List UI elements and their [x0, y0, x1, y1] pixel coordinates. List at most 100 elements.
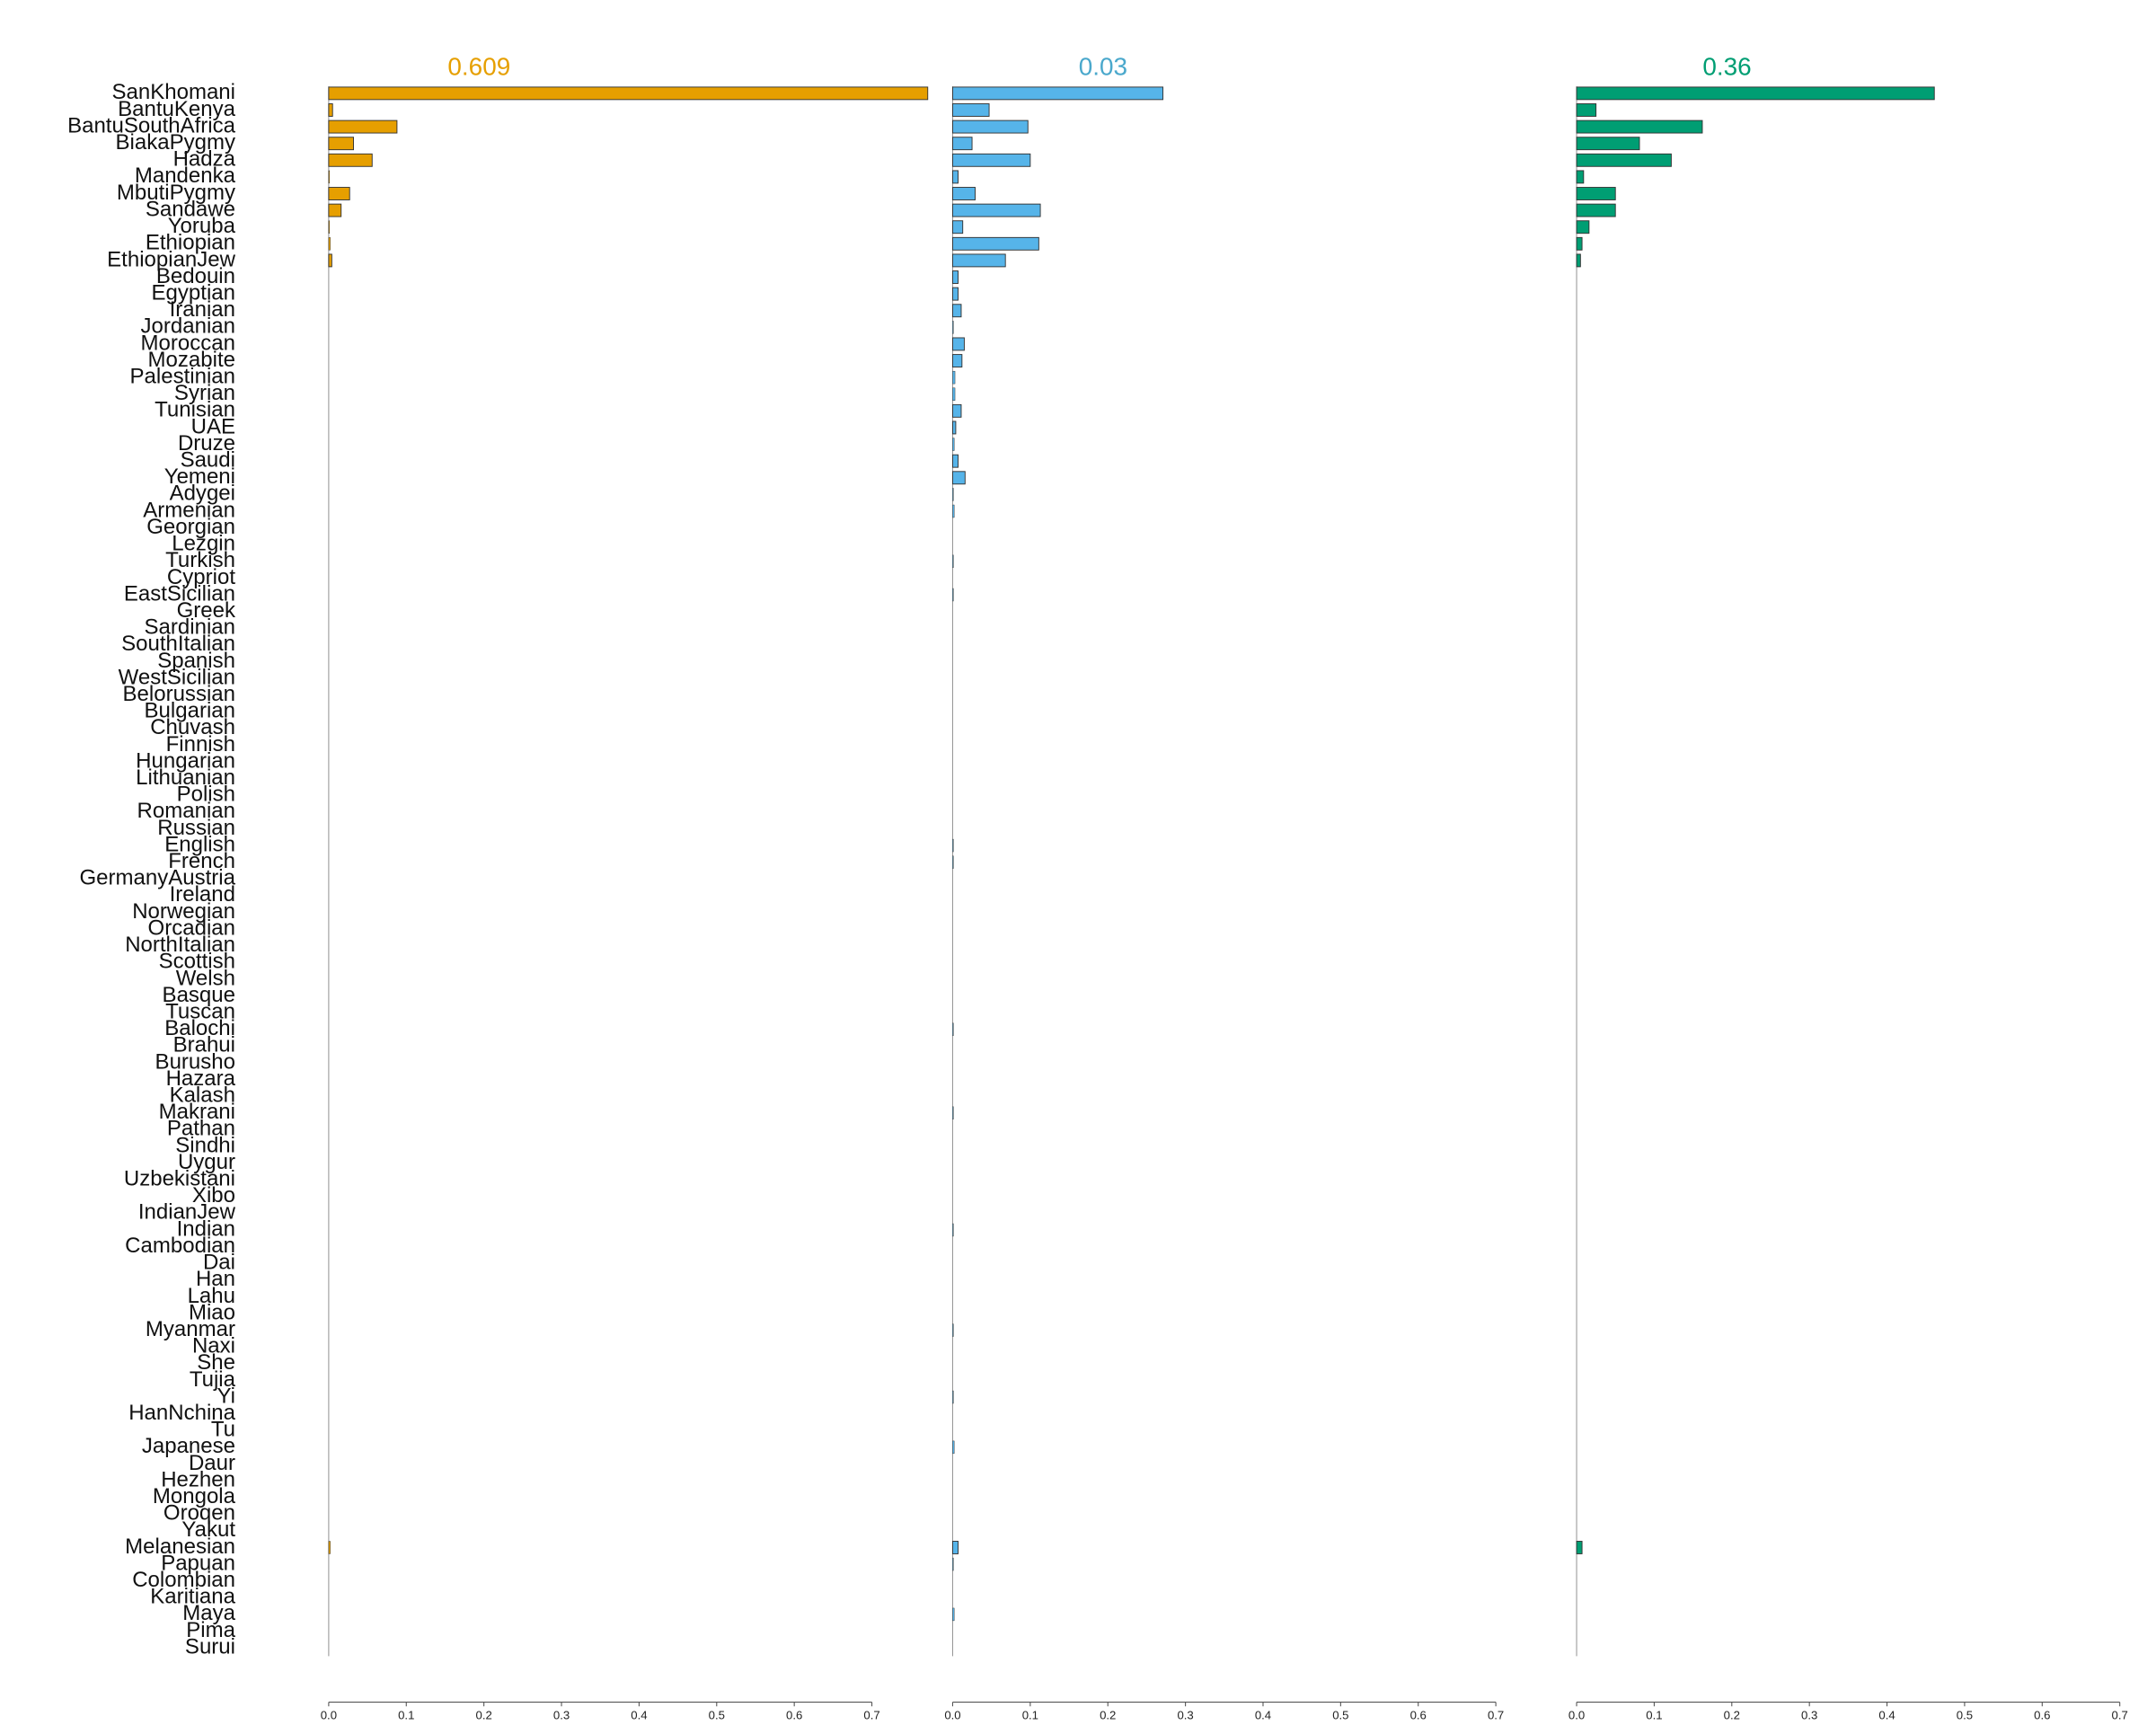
bar [1576, 86, 1935, 101]
x-tick-label: 0.6 [1410, 1709, 1427, 1722]
category-label: Romanian [137, 799, 235, 823]
category-label: Brahui [173, 1033, 235, 1057]
bar [328, 253, 332, 268]
x-tick-label: 0.7 [1488, 1709, 1504, 1722]
bar [952, 1323, 954, 1337]
category-label: Melanesian [125, 1535, 235, 1559]
category-label: Iranian [170, 297, 235, 322]
category-label: Indian [177, 1216, 235, 1241]
category-label: UAE [191, 414, 235, 438]
category-label: Naxi [192, 1334, 235, 1358]
x-tick-label: 0.2 [476, 1709, 492, 1722]
category-label: Surui [185, 1634, 235, 1659]
category-label: BiakaPygmy [116, 130, 235, 155]
bar [952, 370, 956, 385]
category-label: Papuan [161, 1551, 235, 1575]
category-label: Sandawe [146, 197, 235, 221]
bar [952, 220, 964, 234]
bar [952, 1607, 955, 1622]
category-label: Finnish [166, 732, 235, 756]
category-label: Dai [203, 1251, 235, 1275]
bar [952, 187, 976, 200]
bar [328, 137, 354, 151]
category-label: Spanish [157, 649, 235, 673]
category-label: Cypriot [167, 565, 235, 589]
category-label: Syrian [174, 381, 235, 405]
category-label: She [197, 1350, 235, 1375]
x-tick-label: 0.3 [1177, 1709, 1193, 1722]
category-label: HanNchina [128, 1401, 235, 1425]
category-label: Palestinian [130, 364, 236, 388]
bar [952, 270, 959, 284]
category-label: Egyptian [152, 280, 235, 305]
category-label: Maya [182, 1601, 235, 1625]
bar [952, 1440, 955, 1455]
category-label: Bedouin [156, 264, 235, 288]
bar [952, 321, 954, 334]
bar [1576, 220, 1590, 234]
category-label: Saudi [181, 448, 235, 473]
category-label: Balochi [164, 1016, 235, 1040]
bar [952, 403, 962, 418]
category-label: Pathan [167, 1117, 235, 1141]
category-label: Yakut [181, 1517, 235, 1542]
bar [952, 387, 956, 401]
category-label: BantuSouthAfrica [67, 113, 236, 137]
category-label: French [168, 849, 235, 873]
bar [1576, 1541, 1583, 1554]
category-label: Lahu [188, 1284, 235, 1308]
bar [952, 554, 954, 569]
category-label: BantuKenya [118, 97, 235, 121]
bar [328, 237, 331, 251]
bar [1576, 253, 1581, 268]
bar [328, 119, 398, 134]
category-label: Sardinian [145, 615, 235, 640]
bar [952, 1557, 954, 1571]
x-tick-label: 0.6 [2034, 1709, 2050, 1722]
x-tick-label: 0.0 [1568, 1709, 1585, 1722]
category-label: Basque [163, 983, 235, 1007]
bar [952, 119, 1029, 134]
bar [328, 1541, 331, 1554]
bar [1576, 153, 1672, 167]
category-label: Daur [189, 1451, 235, 1475]
category-label: IndianJew [138, 1200, 236, 1225]
category-label: Miao [189, 1300, 235, 1324]
bar [952, 471, 966, 485]
category-label: Sindhi [175, 1133, 235, 1157]
category-label: Norwegian [132, 899, 235, 924]
category-label: SouthItalian [121, 632, 235, 656]
bar [952, 203, 1041, 217]
category-label: Ethiopian [146, 231, 235, 255]
x-tick-label: 0.5 [1332, 1709, 1348, 1722]
category-label: Georgian [146, 515, 235, 539]
bar [952, 1022, 954, 1036]
category-label: Hungarian [136, 748, 235, 773]
bar [952, 838, 954, 853]
category-label: NorthItalian [125, 933, 235, 957]
category-label: Hazara [166, 1066, 236, 1091]
bar [1576, 103, 1597, 117]
category-label: Moroccan [141, 331, 235, 355]
category-label: WestSicilian [119, 665, 235, 689]
bar [1576, 137, 1640, 151]
category-label: Tuscan [165, 999, 235, 1023]
bar [952, 236, 1039, 251]
category-label: Mozabite [148, 348, 235, 372]
category-label: Cambodian [125, 1234, 235, 1258]
category-label: Jordanian [141, 314, 235, 339]
category-label: Bulgarian [145, 699, 235, 723]
category-label: Myanmar [146, 1317, 235, 1341]
x-tick-label: 0.4 [1878, 1709, 1895, 1722]
x-tick-label: 0.0 [944, 1709, 960, 1722]
bar [1576, 119, 1703, 134]
bar [952, 253, 1006, 268]
panel-title: 0.609 [447, 52, 510, 80]
bar [328, 203, 342, 217]
category-label: Oroqen [163, 1501, 235, 1526]
x-tick-label: 0.2 [1100, 1709, 1116, 1722]
x-tick-label: 0.4 [631, 1709, 647, 1722]
category-label: MbutiPygmy [117, 181, 235, 205]
category-label: Uzbekistani [124, 1167, 235, 1191]
category-label: Polish [177, 783, 235, 807]
